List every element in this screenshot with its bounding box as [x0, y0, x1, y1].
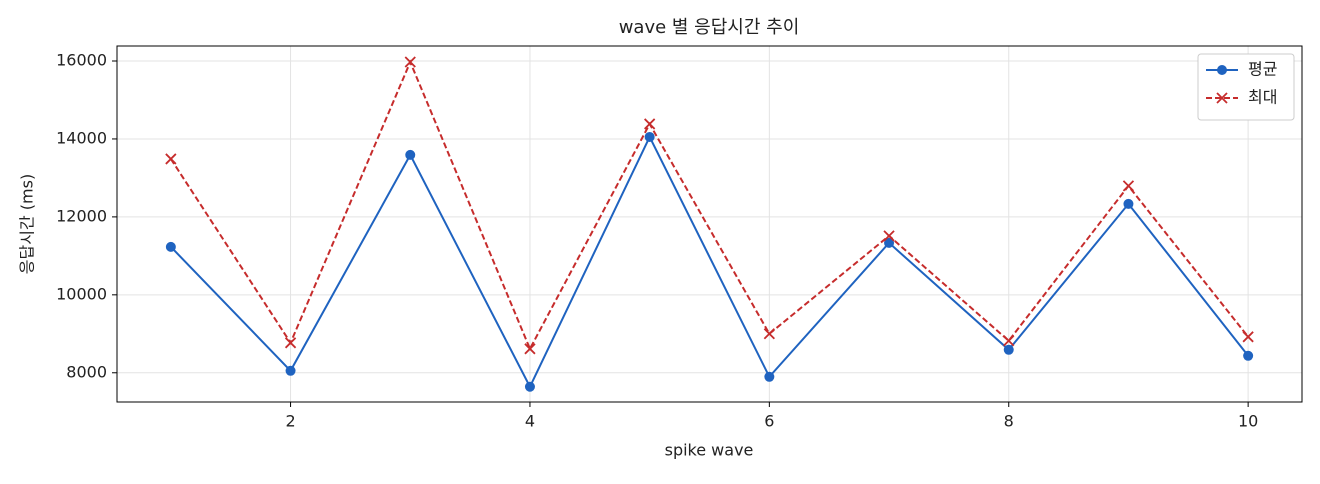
- x-tick-label: 10: [1238, 412, 1258, 431]
- x-tick-label: 2: [285, 412, 295, 431]
- marker: [644, 131, 655, 142]
- legend-marker: [1217, 65, 1227, 75]
- marker: [165, 241, 176, 252]
- marker: [884, 237, 895, 248]
- x-tick-label: 4: [525, 412, 535, 431]
- plot-frame: [116, 45, 1303, 403]
- marker: [1243, 350, 1254, 361]
- chart-title: wave 별 응답시간 추이: [619, 17, 800, 38]
- legend-label: 평균: [1248, 60, 1277, 79]
- y-tick-label: 10000: [56, 284, 107, 303]
- x-tick-label: 8: [1004, 412, 1014, 431]
- series-line: [170, 134, 1249, 390]
- legend-frame: [1197, 53, 1295, 121]
- marker: [764, 371, 775, 382]
- marker: [405, 149, 416, 160]
- marker: [1003, 335, 1015, 347]
- marker: [883, 230, 895, 242]
- marker: [524, 381, 535, 392]
- marker: [404, 56, 416, 68]
- y-axis-label: 응답시간 (ms): [18, 174, 37, 274]
- marker: [285, 365, 296, 376]
- y-tick-label: 14000: [56, 128, 107, 147]
- marker: [1003, 344, 1014, 355]
- marker: [1122, 180, 1135, 192]
- x-axis-label: spike wave: [665, 441, 754, 460]
- y-tick-label: 12000: [56, 206, 107, 225]
- marker: [524, 343, 536, 355]
- legend-marker: [1216, 92, 1228, 104]
- marker: [763, 328, 775, 340]
- marker: [165, 153, 177, 165]
- series-line: [170, 59, 1249, 352]
- legend-label: 최대: [1248, 88, 1277, 107]
- marker: [1242, 331, 1254, 343]
- marker: [1123, 198, 1134, 209]
- y-tick-label: 16000: [56, 51, 107, 70]
- marker: [644, 118, 656, 130]
- x-tick-label: 6: [764, 412, 774, 431]
- y-tick-label: 8000: [66, 362, 107, 381]
- marker: [284, 337, 297, 349]
